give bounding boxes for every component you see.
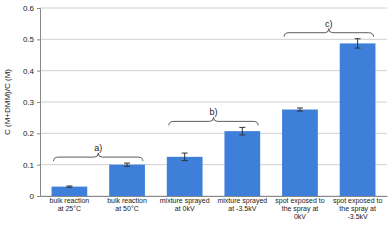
y-tick: 0.1 bbox=[23, 161, 40, 170]
x-tick-label-line: the spray at bbox=[282, 205, 319, 213]
grid-line bbox=[40, 164, 387, 165]
x-tick-label-line: -3.5kV bbox=[347, 213, 368, 220]
chart: 00.10.20.30.40.50.6bulk reactionat 25°Cb… bbox=[0, 0, 392, 232]
x-tick-label: bulk reactionat 50°C bbox=[107, 197, 147, 212]
y-tick-label: 0.3 bbox=[23, 98, 35, 107]
error-bar-line bbox=[182, 153, 188, 161]
y-tick-label: 0.4 bbox=[23, 67, 35, 76]
y-tick-label: 0.1 bbox=[23, 161, 35, 170]
x-tick-label-line: at -3.5kV bbox=[228, 205, 256, 212]
bars bbox=[52, 39, 376, 196]
x-tick-label-line: at 50°C bbox=[115, 205, 138, 212]
y-tick-mark bbox=[37, 8, 40, 9]
bracket bbox=[54, 153, 143, 161]
x-tick-label-line: the spray at bbox=[339, 205, 376, 213]
bar bbox=[52, 187, 88, 196]
y-tick: 0.2 bbox=[23, 129, 40, 138]
annotation-label: a) bbox=[94, 143, 102, 153]
y-axis: 0 0.1 0.2 0.3 0.4 0.5 0.6 bbox=[23, 4, 41, 201]
x-tick-label: spot exposed tothe spray at0kV bbox=[275, 197, 325, 220]
grid bbox=[40, 8, 387, 196]
error-bar-line bbox=[66, 186, 72, 187]
bar bbox=[282, 110, 318, 196]
y-tick: 0.6 bbox=[23, 4, 40, 13]
x-tick-label-line: at 25°C bbox=[58, 205, 81, 212]
grid-line bbox=[40, 8, 387, 9]
y-tick-mark bbox=[37, 39, 40, 40]
grid-line bbox=[40, 39, 387, 40]
y-axis-title: C (M+DMM)/C (M) bbox=[3, 69, 12, 135]
error-bar bbox=[124, 163, 130, 166]
x-tick-label-line: mixture sprayed bbox=[160, 197, 210, 205]
y-tick: 0.5 bbox=[23, 35, 40, 44]
annotations: a) b) c) bbox=[54, 19, 374, 161]
annotation-label: c) bbox=[325, 19, 333, 29]
y-tick-label: 0.2 bbox=[23, 129, 35, 138]
x-tick-label-line: mixture sprayed bbox=[217, 197, 267, 205]
x-tick-label-line: bulk reaction bbox=[107, 197, 147, 204]
error-bar-line bbox=[355, 39, 361, 48]
error-bar-line bbox=[124, 163, 130, 166]
x-tick: mixture sprayedat -3.5kV bbox=[217, 196, 267, 212]
y-tick-mark bbox=[37, 133, 40, 134]
y-axis-line bbox=[37, 9, 41, 197]
bar bbox=[340, 43, 376, 196]
x-tick: spot exposed tothe spray at0kV bbox=[275, 196, 325, 220]
grid-line bbox=[40, 133, 387, 134]
y-tick-label: 0.5 bbox=[23, 35, 35, 44]
bar bbox=[109, 165, 145, 196]
x-tick-label: bulk reactionat 25°C bbox=[50, 197, 90, 212]
y-tick-mark bbox=[37, 165, 40, 166]
error-bar bbox=[297, 108, 303, 111]
x-tick: bulk reactionat 25°C bbox=[50, 196, 90, 212]
bar bbox=[167, 157, 203, 196]
x-tick-label-line: spot exposed to bbox=[275, 197, 325, 205]
x-tick: bulk reactionat 50°C bbox=[107, 196, 147, 212]
grid-line bbox=[40, 70, 387, 71]
bracket bbox=[169, 117, 258, 125]
error-bar bbox=[182, 153, 188, 161]
y-tick: 0.4 bbox=[23, 67, 40, 76]
bracket bbox=[284, 29, 373, 37]
y-tick-label: 0 bbox=[30, 192, 35, 201]
error-bar bbox=[66, 186, 72, 187]
x-tick-label: spot exposed tothe spray at-3.5kV bbox=[333, 197, 383, 220]
x-tick-label-line: bulk reaction bbox=[50, 197, 90, 204]
annotation-label: b) bbox=[209, 107, 217, 117]
bar bbox=[224, 131, 260, 196]
error-bar-line bbox=[239, 127, 245, 135]
x-tick-label-line: 0kV bbox=[294, 213, 306, 220]
x-tick-label: mixture sprayedat 0kV bbox=[160, 197, 210, 212]
x-tick: spot exposed tothe spray at-3.5kV bbox=[333, 196, 383, 220]
error-bar bbox=[239, 127, 245, 135]
error-bar bbox=[355, 39, 361, 48]
x-tick-label-line: spot exposed to bbox=[333, 197, 383, 205]
y-tick-mark bbox=[37, 71, 40, 72]
y-tick-mark bbox=[37, 196, 40, 197]
y-tick: 0.3 bbox=[23, 98, 40, 107]
x-tick-label: mixture sprayedat -3.5kV bbox=[217, 197, 267, 212]
y-tick-label: 0.6 bbox=[23, 4, 35, 13]
grid-line bbox=[40, 102, 387, 103]
x-axis: bulk reactionat 25°Cbulk reactionat 50°C… bbox=[41, 196, 388, 220]
x-tick: mixture sprayedat 0kV bbox=[160, 196, 210, 212]
y-tick: 0 bbox=[30, 192, 40, 201]
error-bar-line bbox=[297, 108, 303, 111]
plot: 00.10.20.30.40.50.6bulk reactionat 25°Cb… bbox=[23, 4, 388, 220]
x-tick-label-line: at 0kV bbox=[175, 205, 195, 212]
y-tick-mark bbox=[37, 102, 40, 103]
